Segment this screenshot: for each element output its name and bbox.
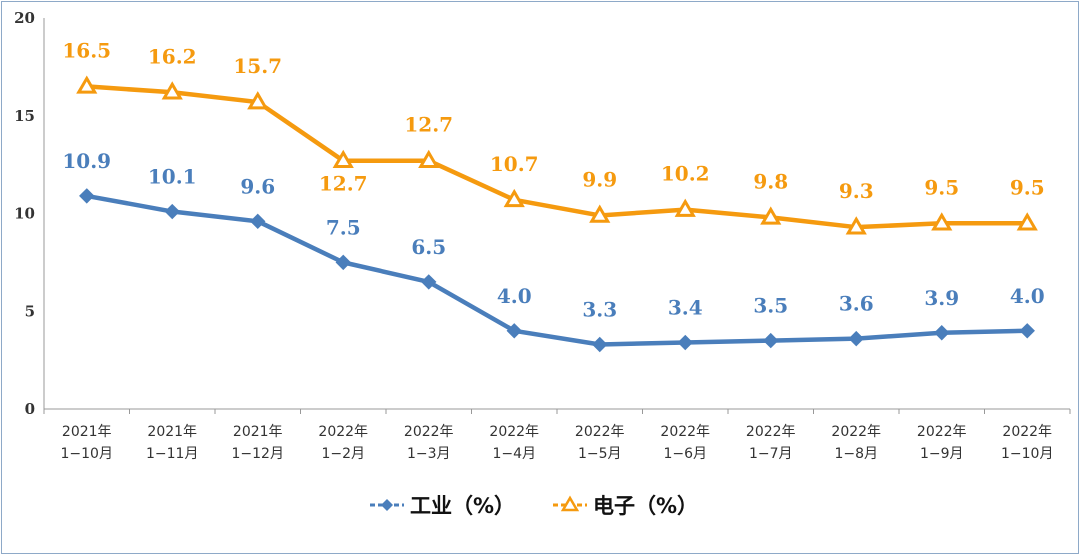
electronics-data-label: 16.2 <box>148 44 197 68</box>
industry-point-marker <box>164 203 180 220</box>
x-tick-label: 2021年 <box>62 424 112 440</box>
industry-point-marker <box>421 274 437 290</box>
industry-data-label: 3.9 <box>924 286 959 310</box>
electronics-data-label: 9.3 <box>839 179 874 203</box>
electronics-point-marker <box>161 81 183 100</box>
electronics-data-label: 16.5 <box>62 38 111 62</box>
electronics-point-marker <box>674 198 696 217</box>
electronics-data-label: 9.8 <box>753 169 788 193</box>
electronics-data-label: 10.2 <box>661 162 710 186</box>
electronics-point-marker <box>760 206 782 225</box>
x-tick-label: 2022年 <box>917 424 967 440</box>
industry-point-marker <box>335 254 351 271</box>
x-tick-label: 1−6月 <box>663 446 707 462</box>
industry-data-label: 10.1 <box>148 165 197 189</box>
x-tick-label: 2022年 <box>489 424 539 440</box>
series-lines <box>86 84 1028 347</box>
series-markers <box>76 75 1038 353</box>
electronics-point-marker <box>589 204 611 223</box>
x-tick-label: 2022年 <box>1002 424 1052 440</box>
electronics-point-marker <box>247 91 269 110</box>
industry-data-label: 6.5 <box>411 235 446 259</box>
electronics-data-label: 10.7 <box>490 152 539 176</box>
x-tick-label: 1−4月 <box>492 446 536 462</box>
triangle-icon <box>560 495 580 512</box>
electronics-point-marker <box>1016 212 1038 231</box>
industry-data-label: 3.6 <box>839 292 874 316</box>
industry-point-marker <box>934 325 950 341</box>
diamond-icon <box>381 499 393 511</box>
industry-point-marker <box>506 323 522 339</box>
electronics-series-line <box>86 84 1028 230</box>
electronics-data-label: 12.7 <box>404 113 453 137</box>
x-tick-label: 1−8月 <box>834 446 878 462</box>
x-tick-label: 1−10月 <box>61 446 113 462</box>
industry-data-label: 9.6 <box>240 174 275 198</box>
electronics-data-label: 9.5 <box>924 175 959 199</box>
electronics-data-label: 9.9 <box>582 167 617 191</box>
industry-point-marker <box>677 334 693 351</box>
electronics-point-marker <box>418 149 440 168</box>
data-labels: 10.9 10.1 9.6 7.5 6.5 4.0 3.3 3.4 3.5 3.6 3.9 4.0 16… <box>62 38 1044 321</box>
industry-point-marker <box>250 213 266 230</box>
electronics-point-marker <box>931 212 953 231</box>
x-tick-label: 2022年 <box>318 424 368 440</box>
industry-data-label: 7.5 <box>326 215 361 239</box>
x-tick-label: 2022年 <box>746 424 796 440</box>
electronics-point-marker <box>503 188 525 208</box>
x-tick-label: 1−10月 <box>1001 446 1053 462</box>
industry-data-label: 3.5 <box>753 294 788 318</box>
electronics-data-label: 9.5 <box>1010 175 1045 199</box>
x-tick-label: 2022年 <box>831 424 881 440</box>
electronics-legend-label: 电子（%） <box>593 494 698 518</box>
x-tick-label: 2022年 <box>660 424 710 440</box>
electronics-point-marker <box>332 149 354 168</box>
electronics-point-marker <box>845 216 867 235</box>
x-axis-ticks: 2021年 1−10月 2021年 1−11月 2021年 1−12月 2022年 1−2月 2… <box>61 424 1054 462</box>
y-tick-label: 20 <box>14 9 35 27</box>
electronics-data-label: 15.7 <box>233 54 282 78</box>
industry-point-marker <box>763 332 779 349</box>
electronics-data-label: 12.7 <box>319 172 368 196</box>
y-tick-label: 0 <box>25 400 35 418</box>
industry-data-label: 3.4 <box>668 296 703 320</box>
industry-data-label: 4.0 <box>497 284 532 308</box>
industry-point-marker <box>79 188 95 204</box>
y-tick-label: 15 <box>14 107 35 125</box>
y-tick-label: 10 <box>14 205 35 223</box>
axes <box>43 18 1071 414</box>
legend: 工业（%） 电子（%） <box>370 494 698 518</box>
x-tick-label: 2022年 <box>404 424 454 440</box>
industry-point-marker <box>592 336 608 353</box>
x-tick-label: 2021年 <box>147 424 197 440</box>
x-tick-label: 1−3月 <box>407 446 451 462</box>
industry-point-marker <box>1019 323 1035 339</box>
industry-data-label: 10.9 <box>62 149 111 173</box>
industry-data-label: 4.0 <box>1010 284 1045 308</box>
x-tick-label: 1−5月 <box>578 446 622 462</box>
x-tick-label: 1−2月 <box>321 446 365 462</box>
x-tick-label: 1−12月 <box>232 446 284 462</box>
x-tick-label: 1−7月 <box>749 446 793 462</box>
x-tick-label: 1−11月 <box>146 446 198 462</box>
x-tick-label: 2021年 <box>233 424 283 440</box>
industry-series-line <box>86 193 1028 347</box>
industry-data-label: 3.3 <box>582 297 617 321</box>
industry-point-marker <box>848 330 864 347</box>
y-tick-label: 5 <box>25 302 35 320</box>
industry-legend-label: 工业（%） <box>410 494 515 518</box>
x-tick-label: 1−9月 <box>920 446 964 462</box>
electronics-point-marker <box>76 75 98 94</box>
x-tick-label: 2022年 <box>575 424 625 440</box>
y-axis-ticks: 0 5 10 15 20 <box>14 9 35 418</box>
